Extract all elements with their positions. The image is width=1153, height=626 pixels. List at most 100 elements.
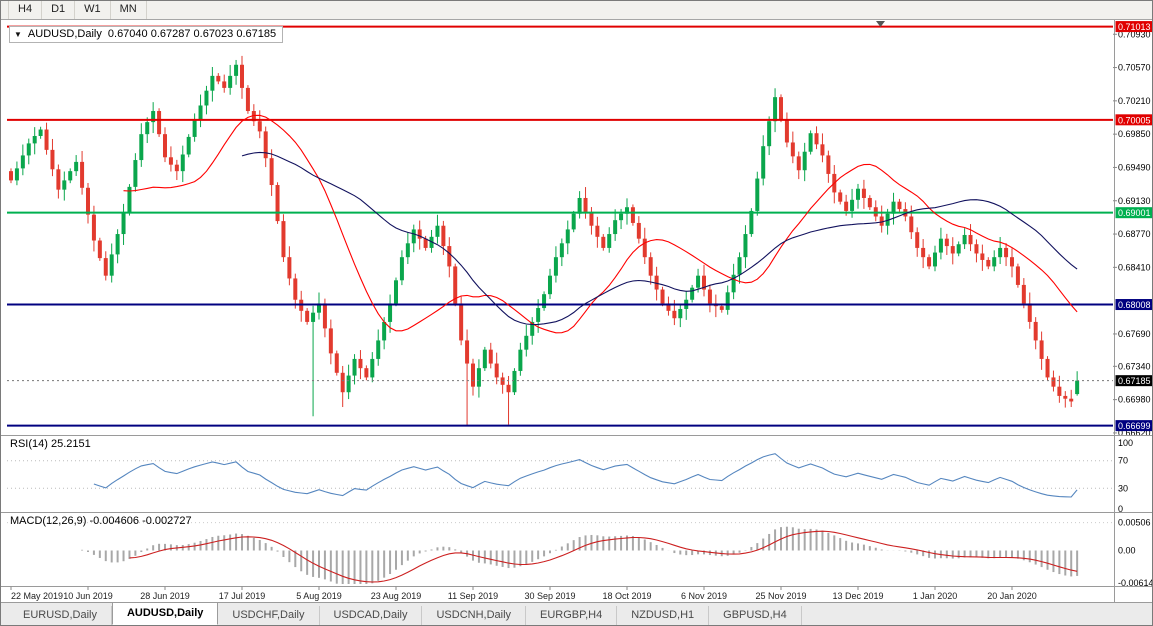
candle xyxy=(506,375,511,425)
candle xyxy=(1039,331,1044,370)
candle-body xyxy=(174,164,179,172)
rsi-axis-label[interactable]: 30 xyxy=(1118,483,1128,493)
candle-body xyxy=(636,222,641,239)
candle-body xyxy=(524,335,529,350)
tab-gbpusd-h4[interactable]: GBPUSD,H4 xyxy=(709,606,802,625)
candle xyxy=(518,342,523,376)
tab-eurgbp-h4[interactable]: EURGBP,H4 xyxy=(526,606,618,625)
date-label[interactable]: 23 Aug 2019 xyxy=(371,591,422,601)
timeframe-button-d1[interactable]: D1 xyxy=(42,1,76,19)
date-label[interactable]: 5 Aug 2019 xyxy=(296,591,342,601)
candle-body xyxy=(145,122,150,135)
candle xyxy=(915,227,920,257)
candle-body xyxy=(263,131,268,159)
candle xyxy=(826,150,831,183)
date-label[interactable]: 20 Jan 2020 xyxy=(987,591,1037,601)
candle xyxy=(642,227,647,265)
candle xyxy=(1075,371,1080,396)
candle-body xyxy=(382,321,387,341)
price-badge-label: 0.69001 xyxy=(1118,208,1151,218)
candle xyxy=(145,117,150,144)
macd-axis-label[interactable]: 0.00 xyxy=(1118,546,1136,556)
candle-body xyxy=(583,197,588,212)
candle xyxy=(435,214,440,244)
candle-body xyxy=(20,155,25,169)
candle-body xyxy=(932,252,937,267)
date-label[interactable]: 17 Jul 2019 xyxy=(219,591,266,601)
candle-body xyxy=(44,129,49,150)
candle-body xyxy=(992,257,997,267)
tab-usdchf-daily[interactable]: USDCHF,Daily xyxy=(218,606,320,625)
candle-body xyxy=(257,121,262,132)
candle xyxy=(228,64,233,95)
price-tick-label[interactable]: 0.66980 xyxy=(1118,395,1151,405)
candle-body xyxy=(1045,358,1050,378)
candle xyxy=(328,319,333,365)
price-tick-label[interactable]: 0.69850 xyxy=(1118,129,1151,139)
candle xyxy=(257,110,262,139)
rsi-axis-label[interactable]: 100 xyxy=(1118,438,1133,448)
candle-body xyxy=(80,161,85,188)
date-label[interactable]: 22 May 2019 xyxy=(11,591,63,601)
candle xyxy=(784,112,789,148)
candle-body xyxy=(767,121,772,147)
price-tick-label[interactable]: 0.68770 xyxy=(1118,229,1151,239)
price-tick-label[interactable]: 0.69130 xyxy=(1118,196,1151,206)
candle xyxy=(512,368,517,395)
date-label[interactable]: 10 Jun 2019 xyxy=(63,591,113,601)
tab-usdcnh-daily[interactable]: USDCNH,Daily xyxy=(422,606,527,625)
date-label[interactable]: 25 Nov 2019 xyxy=(755,591,806,601)
candle xyxy=(932,245,937,272)
rsi-axis-label[interactable]: 70 xyxy=(1118,456,1128,466)
tab-usdcad-daily[interactable]: USDCAD,Daily xyxy=(320,606,423,625)
tab-audusd-daily[interactable]: AUDUSD,Daily xyxy=(111,602,219,625)
price-tick-label[interactable]: 0.66620 xyxy=(1118,428,1151,438)
price-tick-label[interactable]: 0.70210 xyxy=(1118,96,1151,106)
price-tick-label[interactable]: 0.67690 xyxy=(1118,329,1151,339)
candle xyxy=(245,85,250,114)
candle xyxy=(701,264,706,297)
date-label[interactable]: 28 Jun 2019 xyxy=(140,591,190,601)
price-tick-label[interactable]: 0.67340 xyxy=(1118,361,1151,371)
rsi-axis-label[interactable]: 0 xyxy=(1118,504,1123,514)
ma-slow-line xyxy=(241,151,1078,326)
timeframe-button-h4[interactable]: H4 xyxy=(8,1,43,19)
candle-body xyxy=(607,234,612,248)
candle xyxy=(1004,243,1009,267)
candle xyxy=(1063,391,1068,408)
price-tick-label[interactable]: 0.70570 xyxy=(1118,63,1151,73)
price-badge xyxy=(1115,420,1152,432)
timeframe-button-w1[interactable]: W1 xyxy=(75,1,111,19)
candle-body xyxy=(91,214,96,241)
macd-axis-label[interactable]: -0.00614 xyxy=(1118,578,1153,588)
candle-body xyxy=(891,201,896,214)
date-label[interactable]: 30 Sep 2019 xyxy=(524,591,575,601)
price-tick-label[interactable]: 0.69490 xyxy=(1118,162,1151,172)
date-label[interactable]: 1 Jan 2020 xyxy=(913,591,958,601)
candle xyxy=(180,145,185,183)
timeframe-button-mn[interactable]: MN xyxy=(111,1,147,19)
chart-shift-marker[interactable] xyxy=(876,21,885,27)
candle-body xyxy=(814,133,819,145)
date-label[interactable]: 11 Sep 2019 xyxy=(448,591,498,601)
tab-nzdusd-h1[interactable]: NZDUSD,H1 xyxy=(617,606,710,625)
candle xyxy=(571,210,576,233)
price-badge-label: 0.71013 xyxy=(1118,22,1151,32)
date-label[interactable]: 18 Oct 2019 xyxy=(602,591,651,601)
price-tick-label[interactable]: 0.70930 xyxy=(1118,29,1151,39)
candle-body xyxy=(459,303,464,341)
candle-body xyxy=(482,349,487,369)
candle xyxy=(32,127,37,155)
tab-eurusd-daily[interactable]: EURUSD,Daily xyxy=(9,606,112,625)
candle-body xyxy=(1021,284,1026,304)
candle xyxy=(1033,317,1038,350)
price-tick-label[interactable]: 0.68410 xyxy=(1118,262,1151,272)
candle-body xyxy=(838,192,843,202)
candle-body xyxy=(897,201,902,210)
candle xyxy=(624,198,629,225)
date-label[interactable]: 6 Nov 2019 xyxy=(681,591,727,601)
candle xyxy=(962,228,967,250)
macd-axis-label[interactable]: 0.00506 xyxy=(1118,518,1151,528)
date-label[interactable]: 13 Dec 2019 xyxy=(832,591,883,601)
